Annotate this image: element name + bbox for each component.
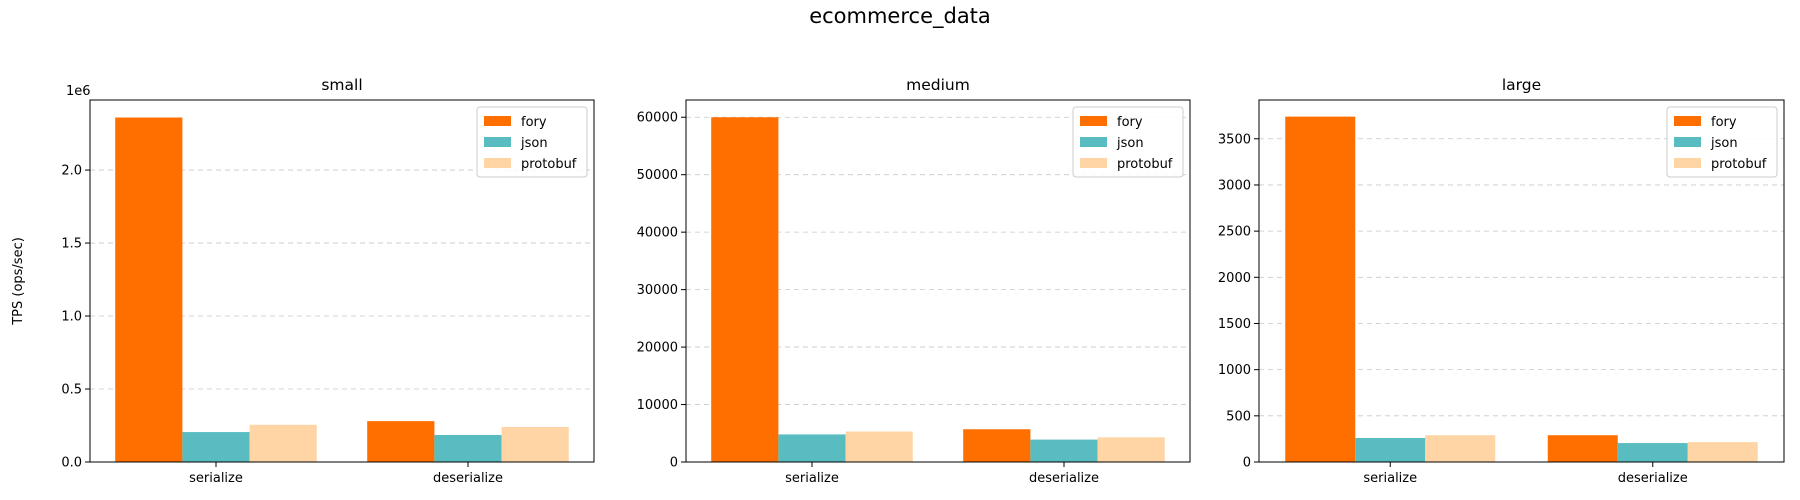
bar-fory-serialize — [1285, 116, 1356, 463]
x-tick-label: deserialize — [433, 471, 503, 486]
legend-swatch-fory — [1080, 116, 1107, 126]
legend-swatch-json — [484, 137, 511, 147]
y-tick-label: 60000 — [637, 111, 678, 126]
legend: fory json protobuf — [1666, 106, 1778, 178]
bar-protobuf-serialize — [1425, 435, 1496, 462]
y-tick-label: 50000 — [637, 168, 678, 183]
legend-swatch-protobuf — [1080, 158, 1107, 168]
legend-label-fory: fory — [1711, 115, 1737, 130]
legend-label-fory: fory — [1117, 115, 1143, 130]
y-offset-label: 1e6 — [66, 84, 91, 99]
legend-label-protobuf: protobuf — [1711, 157, 1767, 172]
bar-fory-serialize — [711, 117, 779, 462]
legend-swatch-json — [1080, 137, 1107, 147]
legend-swatch-protobuf — [484, 158, 511, 168]
plot-frame — [89, 99, 595, 463]
bar-protobuf-serialize — [249, 424, 317, 462]
x-tick-label: serialize — [785, 471, 839, 486]
y-tick-label: 1.5 — [61, 237, 82, 252]
legend-label-protobuf: protobuf — [1117, 157, 1173, 172]
x-tick-label: deserialize — [1618, 471, 1688, 486]
legend-swatch-protobuf — [1674, 158, 1701, 168]
chart-panel-large: 0 500 1000 1500 2000 2500 3000 3500 serialize des… — [1218, 76, 1785, 486]
y-tick-label: 1500 — [1218, 317, 1251, 332]
legend-label-json: json — [1116, 136, 1144, 151]
y-tick-label: 1.0 — [61, 310, 82, 325]
y-tick-label: 0.0 — [61, 456, 82, 471]
y-tick-label: 1000 — [1218, 363, 1251, 378]
legend: fory json protobuf — [1072, 106, 1184, 178]
y-tick-label: 3000 — [1218, 178, 1251, 193]
legend-label-fory: fory — [521, 115, 547, 130]
bar-protobuf-deserialize — [1687, 442, 1758, 462]
legend-label-protobuf: protobuf — [521, 157, 577, 172]
bar-json-deserialize — [1617, 443, 1688, 462]
x-tick-label: serialize — [1363, 471, 1417, 486]
plot-frame — [1258, 99, 1785, 463]
bar-json-deserialize — [434, 434, 502, 462]
y-tick-label: 2500 — [1218, 225, 1251, 240]
bar-fory-deserialize — [963, 429, 1031, 462]
bar-json-serialize — [1355, 437, 1426, 462]
figure-title: ecommerce_data — [809, 4, 991, 28]
legend-swatch-fory — [1674, 116, 1701, 126]
panel-title: medium — [906, 76, 970, 94]
y-tick-label: 2.0 — [61, 164, 82, 179]
legend-label-json: json — [520, 136, 548, 151]
bar-fory-deserialize — [1547, 435, 1618, 462]
y-tick-label: 40000 — [637, 226, 678, 241]
panel-title: large — [1502, 76, 1541, 94]
y-tick-label: 0.5 — [61, 383, 82, 398]
chart-panel-medium: 0 10000 20000 30000 40000 50000 60000 serialize… — [637, 76, 1191, 486]
y-tick-label: 3500 — [1218, 132, 1251, 147]
bar-protobuf-deserialize — [1097, 437, 1165, 462]
legend-swatch-json — [1674, 137, 1701, 147]
y-tick-label: 10000 — [637, 398, 678, 413]
chart-panel-small: 0.0 0.5 1.0 1.5 2.0 serialize deserialize small… — [11, 76, 595, 486]
bar-protobuf-deserialize — [501, 426, 569, 462]
x-tick-label: deserialize — [1029, 471, 1099, 486]
y-tick-label: 2000 — [1218, 271, 1251, 286]
bar-json-serialize — [182, 432, 250, 462]
plot-frame — [685, 99, 1191, 463]
x-tick-label: serialize — [189, 471, 243, 486]
y-tick-label: 500 — [1226, 409, 1251, 424]
y-axis-label: TPS (ops/sec) — [11, 237, 26, 326]
legend-swatch-fory — [484, 116, 511, 126]
bar-protobuf-serialize — [845, 431, 913, 462]
bar-fory-deserialize — [367, 421, 435, 462]
y-tick-label: 30000 — [637, 283, 678, 298]
y-tick-label: 0 — [670, 456, 678, 471]
bar-json-deserialize — [1030, 439, 1098, 462]
panel-title: small — [321, 76, 362, 94]
bar-json-serialize — [778, 434, 846, 462]
legend-label-json: json — [1710, 136, 1738, 151]
legend: fory json protobuf — [476, 106, 588, 178]
bar-fory-serialize — [115, 117, 183, 463]
y-tick-label: 0 — [1243, 456, 1251, 471]
y-tick-label: 20000 — [637, 341, 678, 356]
